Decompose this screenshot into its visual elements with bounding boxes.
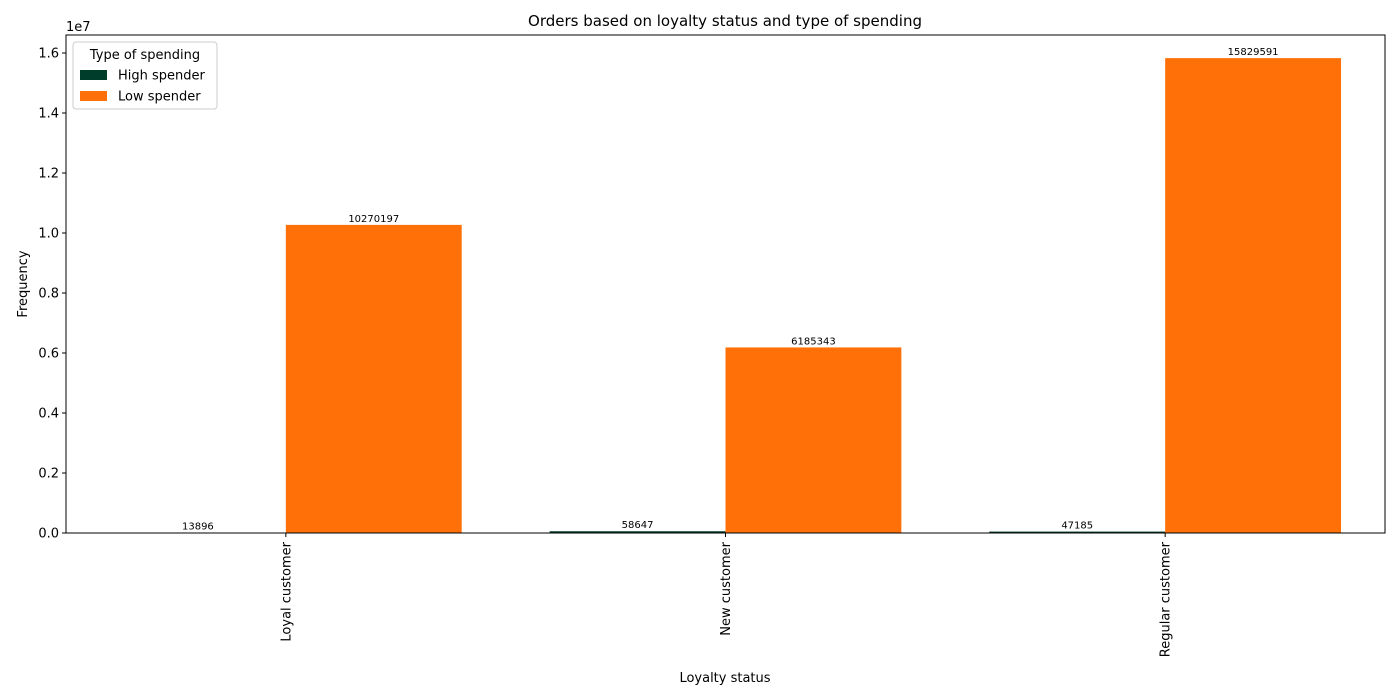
x-axis: Loyal customer New customer Regular custom… [279, 533, 1174, 657]
bars-group: 13896 10270197 58647 6185343 47185 15829591 [109, 47, 1342, 533]
bar-high-spender-1 [549, 531, 726, 533]
plot-frame [65, 34, 1386, 534]
legend-frame [72, 41, 218, 110]
bar-value-label: 15829591 [1228, 47, 1279, 58]
y-axis-label: Frequency [16, 250, 31, 317]
y-tick-label: 1.0 [38, 227, 59, 242]
y-tick-label: 1.2 [38, 167, 59, 182]
y-tick-label: 1.4 [38, 107, 59, 122]
legend: Type of spending High spender Low spender [72, 41, 218, 110]
y-tick-label: 1.6 [38, 47, 59, 62]
x-tick-label: Loyal customer [279, 541, 294, 641]
y-tick-label: 0.4 [38, 407, 59, 422]
bar-value-label: 47185 [1061, 521, 1093, 532]
x-tick-label: Regular customer [1159, 541, 1174, 657]
legend-items: High spender Low spender [80, 69, 206, 105]
legend-title: Type of spending [89, 48, 200, 63]
legend-swatch [80, 91, 107, 101]
y-axis: 0.0 0.2 0.4 0.6 0.8 1.0 1.2 1.4 1.6 [38, 47, 66, 542]
bar-value-label: 10270197 [348, 214, 399, 225]
legend-entry-label: Low spender [118, 90, 201, 105]
bar-value-label: 58647 [622, 520, 654, 531]
y-axis-offset-text: 1e7 [66, 20, 91, 35]
legend-swatch [80, 70, 107, 80]
y-tick-label: 0.0 [38, 527, 59, 542]
bar-low-spender-0 [285, 224, 462, 533]
chart-title: Orders based on loyalty status and type … [528, 12, 922, 30]
y-tick-label: 0.2 [38, 467, 59, 482]
bar-value-label: 13896 [182, 522, 214, 533]
bar-high-spender-2 [989, 531, 1166, 533]
x-axis-label: Loyalty status [679, 671, 770, 686]
x-tick-label: New customer [719, 541, 734, 635]
y-tick-label: 0.6 [38, 347, 59, 362]
bar-low-spender-1 [725, 347, 902, 533]
y-tick-label: 0.8 [38, 287, 59, 302]
legend-entry-label: High spender [118, 69, 206, 84]
bar-value-label: 6185343 [791, 336, 836, 347]
bar-low-spender-2 [1165, 58, 1342, 533]
